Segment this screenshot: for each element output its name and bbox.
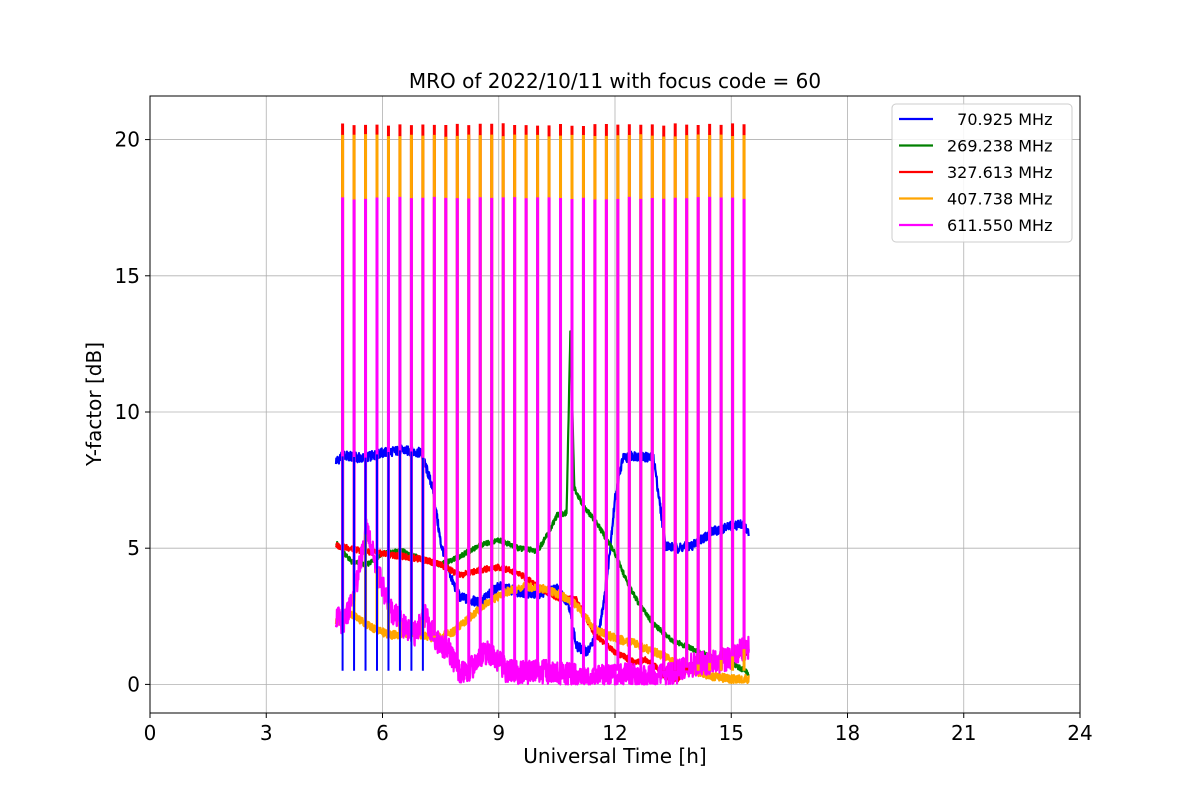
x-tick-label: 21 (951, 721, 976, 745)
legend-box (891, 103, 1073, 243)
y-tick-label: 10 (115, 400, 140, 424)
x-tick-label: 24 (1067, 721, 1092, 745)
y-tick-label: 5 (127, 536, 140, 560)
legend-entry: 407.738 MHz (947, 190, 1052, 209)
legend-entry: 70.925 MHz (947, 110, 1052, 129)
series-line (335, 330, 750, 676)
chart-title: MRO of 2022/10/11 with focus code = 60 (409, 69, 821, 93)
legend-entry: 269.238 MHz (947, 137, 1052, 156)
legend-entry: 327.613 MHz (947, 163, 1052, 182)
x-tick-label: 12 (602, 721, 627, 745)
legend: 70.925 MHz 269.238 MHz 327.613 MHz 407.738 … (891, 103, 1073, 243)
series-line (334, 518, 750, 686)
x-tick-label: 15 (719, 721, 744, 745)
x-axis-ticks: 0 3 6 9 12 15 18 21 24 (144, 713, 1093, 745)
series-group (334, 123, 750, 686)
y-tick-label: 0 (127, 672, 140, 696)
x-tick-label: 3 (260, 721, 273, 745)
x-tick-label: 0 (144, 721, 157, 745)
x-tick-label: 18 (835, 721, 860, 745)
y-tick-label: 20 (115, 128, 140, 152)
y-axis-label: Y-factor [dB] (82, 342, 106, 467)
plot-area (334, 123, 750, 686)
legend-entry: 611.550 MHz (947, 216, 1052, 235)
x-axis-label: Universal Time [h] (523, 744, 706, 768)
x-tick-label: 6 (376, 721, 389, 745)
y-tick-label: 15 (115, 264, 140, 288)
y-axis-ticks: 0 5 10 15 20 (115, 128, 150, 696)
x-tick-label: 9 (492, 721, 505, 745)
